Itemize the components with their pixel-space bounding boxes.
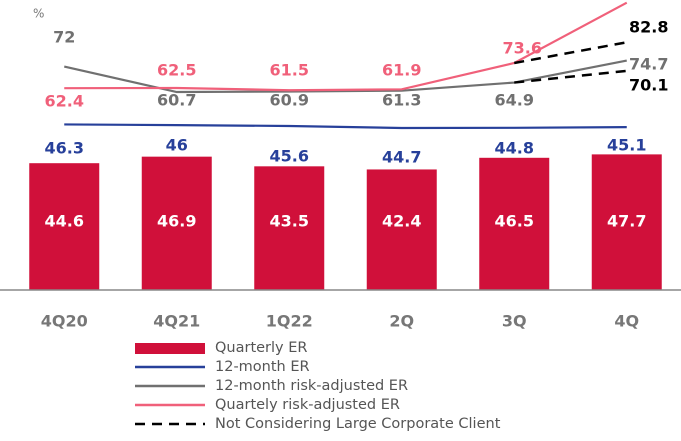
line-value-label: 60.9 [270,91,309,110]
bar-value-label: 42.4 [382,212,421,231]
line-value-label: 45.1 [607,136,646,155]
bar [141,156,212,290]
x-tick-label: 3Q [502,312,527,331]
bar [254,166,325,290]
series-line [64,1,628,92]
line-value-label: 62.4 [45,92,84,111]
series-line [514,69,627,84]
legend-label: Quartely risk-adjusted ER [215,397,400,413]
line-value-label: 61.3 [382,91,421,110]
bar-value-label: 46.9 [157,212,196,231]
bar [366,169,437,290]
line-value-label: 74.7 [629,55,668,74]
line-value-label: 82.8 [629,18,668,37]
unit-label: % [33,7,44,21]
line-value-label: 73.6 [503,39,542,58]
bar-value-label: 46.5 [495,212,534,231]
x-tick-label: 2Q [389,312,414,331]
line-value-label: 60.7 [157,91,196,110]
line-value-label: 45.6 [270,147,309,166]
bar [29,163,100,290]
x-tick-label: 4Q [614,312,639,331]
line-value-label: 72 [53,28,75,47]
line-value-label: 62.5 [157,61,196,80]
x-tick-label: 1Q22 [266,312,313,331]
legend-label: Not Considering Large Corporate Client [215,416,501,432]
line-value-label: 61.5 [270,61,309,80]
bar [479,157,550,290]
line-value-label: 44.7 [382,148,421,167]
line-value-label: 70.1 [629,76,668,95]
line-value-label: 64.9 [495,91,534,110]
legend-label: Quarterly ER [215,340,307,356]
legend-swatch [135,343,205,354]
legend-label: 12-month risk-adjusted ER [215,378,408,394]
line-value-label: 44.8 [495,139,534,158]
series-line [514,41,627,65]
bar-value-label: 44.6 [45,212,84,231]
line-value-label: 46 [166,136,188,155]
x-tick-label: 4Q21 [153,312,200,331]
series-line [64,123,627,130]
bar-value-label: 47.7 [607,212,646,231]
x-tick-label: 4Q20 [41,312,88,331]
bar-value-label: 43.5 [270,212,309,231]
legend-label: 12-month ER [215,359,310,375]
line-value-label: 61.9 [382,61,421,80]
line-value-label: 46.3 [45,139,84,158]
bar [591,154,662,290]
